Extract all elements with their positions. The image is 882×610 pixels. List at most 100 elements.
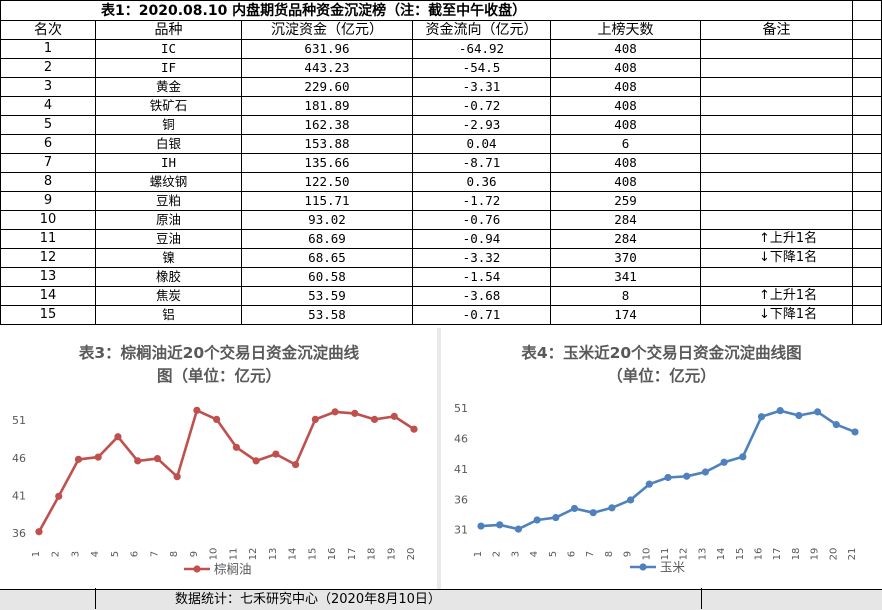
empty-cell <box>852 115 882 135</box>
days-cell: 8 <box>550 286 701 306</box>
days-cell: 408 <box>550 115 701 135</box>
data-point <box>94 453 102 461</box>
name-cell: 豆油 <box>95 229 242 249</box>
flow-cell: -1.54 <box>412 267 551 287</box>
days-cell: 284 <box>550 210 701 230</box>
x-tick-label: 6 <box>567 551 578 557</box>
x-tick-label: 9 <box>623 551 634 557</box>
corn-chart: 表4：玉米近20个交易日资金沉淀曲线图 （单位：亿元） 31 36 41 46 51 1 2… <box>441 328 882 590</box>
fund-cell: 181.89 <box>241 96 413 116</box>
rank-cell: 5 <box>0 115 96 135</box>
empty-cell <box>852 286 882 306</box>
days-cell: 408 <box>550 77 701 97</box>
note-cell <box>700 267 853 287</box>
y-tick-label: 46 <box>12 452 26 465</box>
data-point <box>720 458 728 466</box>
flow-cell: 0.04 <box>412 134 551 154</box>
empty-cell <box>852 305 882 325</box>
note-cell <box>700 153 853 173</box>
data-point <box>252 457 260 465</box>
days-cell: 284 <box>550 229 701 249</box>
x-tick-label: 10 <box>209 548 220 561</box>
y-tick-label: 36 <box>12 527 26 540</box>
x-tick-label: 2 <box>492 551 503 557</box>
x-tick-label: 1 <box>473 551 484 557</box>
data-point <box>134 457 142 465</box>
data-point <box>608 504 616 512</box>
data-point <box>291 461 300 469</box>
fund-cell: 229.60 <box>241 77 413 97</box>
empty-cell <box>852 20 882 40</box>
palm-oil-chart: 表3：棕榈油近20个交易日资金沉淀曲线 图（单位：亿元） 36 41 46 51 1 2 3… <box>1 328 437 590</box>
x-tick-label: 11 <box>660 548 671 561</box>
data-point <box>795 411 803 420</box>
header-note: 备注 <box>700 20 853 40</box>
days-cell: 408 <box>550 58 701 78</box>
rank-cell: 9 <box>0 191 96 211</box>
fund-cell: 153.88 <box>241 134 413 154</box>
note-cell <box>700 39 853 59</box>
y-tick-label: 51 <box>454 402 468 415</box>
legend-marker <box>193 565 201 573</box>
note-cell <box>700 77 853 97</box>
data-point <box>173 473 181 481</box>
y-tick-label: 46 <box>454 433 468 446</box>
data-point <box>701 468 709 476</box>
flow-cell: -0.71 <box>412 305 551 325</box>
data-point <box>477 522 485 530</box>
data-point <box>664 473 672 482</box>
legend-marker <box>639 563 647 571</box>
empty-cell <box>852 210 882 230</box>
data-point <box>311 415 319 423</box>
rank-cell: 15 <box>0 305 96 325</box>
data-point <box>757 413 766 421</box>
table-row: 1 IC 631.96 -64.92 408 <box>0 39 882 59</box>
table-row: 3 黄金 229.60 -3.31 408 <box>0 77 882 97</box>
data-point <box>193 406 201 414</box>
empty-cell <box>852 267 882 287</box>
name-cell: 黄金 <box>95 77 242 97</box>
data-point <box>514 525 522 533</box>
table-row: 11 豆油 68.69 -0.94 284 ↑上升1名 <box>0 229 882 249</box>
data-point <box>683 472 691 480</box>
x-tick-label: 17 <box>772 548 783 561</box>
x-tick-label: 16 <box>327 548 338 561</box>
data-point <box>232 443 240 451</box>
data-point <box>832 421 840 429</box>
rank-cell: 4 <box>0 96 96 116</box>
fund-cell: 631.96 <box>241 39 413 59</box>
flow-cell: -0.94 <box>412 229 551 249</box>
fund-cell: 162.38 <box>241 115 413 135</box>
series-line <box>480 409 856 531</box>
x-tick-label: 4 <box>90 551 101 557</box>
table-row: 13 橡胶 60.58 -1.54 341 <box>0 267 882 287</box>
x-tick-label: 14 <box>716 548 727 561</box>
days-cell: 408 <box>550 39 701 59</box>
footer-text: 数据统计：七禾研究中心（2020年8月10日） <box>175 592 441 607</box>
rank-cell: 3 <box>0 77 96 97</box>
data-point <box>533 516 541 524</box>
legend-label: 棕榈油 <box>214 562 252 577</box>
days-cell: 408 <box>550 172 701 192</box>
empty-cell <box>852 248 882 268</box>
x-tick-label: 15 <box>307 548 318 561</box>
table-row: 7 IH 135.66 -8.71 408 <box>0 153 882 173</box>
data-point <box>739 453 747 461</box>
y-tick-label: 41 <box>12 490 26 503</box>
rank-cell: 13 <box>0 267 96 287</box>
data-point <box>390 412 398 420</box>
table-header-row: 名次 品种 沉淀资金（亿元） 资金流向（亿元） 上榜天数 备注 <box>0 20 882 40</box>
chart-gap <box>436 328 442 590</box>
name-cell: 焦炭 <box>95 286 242 306</box>
fund-cell: 135.66 <box>241 153 413 173</box>
flow-cell: -0.76 <box>412 210 551 230</box>
header-days: 上榜天数 <box>550 20 701 40</box>
rank-cell: 10 <box>0 210 96 230</box>
name-cell: 原油 <box>95 210 242 230</box>
empty-cell <box>852 96 882 116</box>
flow-cell: -1.72 <box>412 191 551 211</box>
table-row: 6 白银 153.88 0.04 6 <box>0 134 882 154</box>
x-tick-label: 1 <box>31 551 42 557</box>
table-row: 12 镍 68.65 -3.32 370 ↓下降1名 <box>0 248 882 268</box>
rank-cell: 7 <box>0 153 96 173</box>
